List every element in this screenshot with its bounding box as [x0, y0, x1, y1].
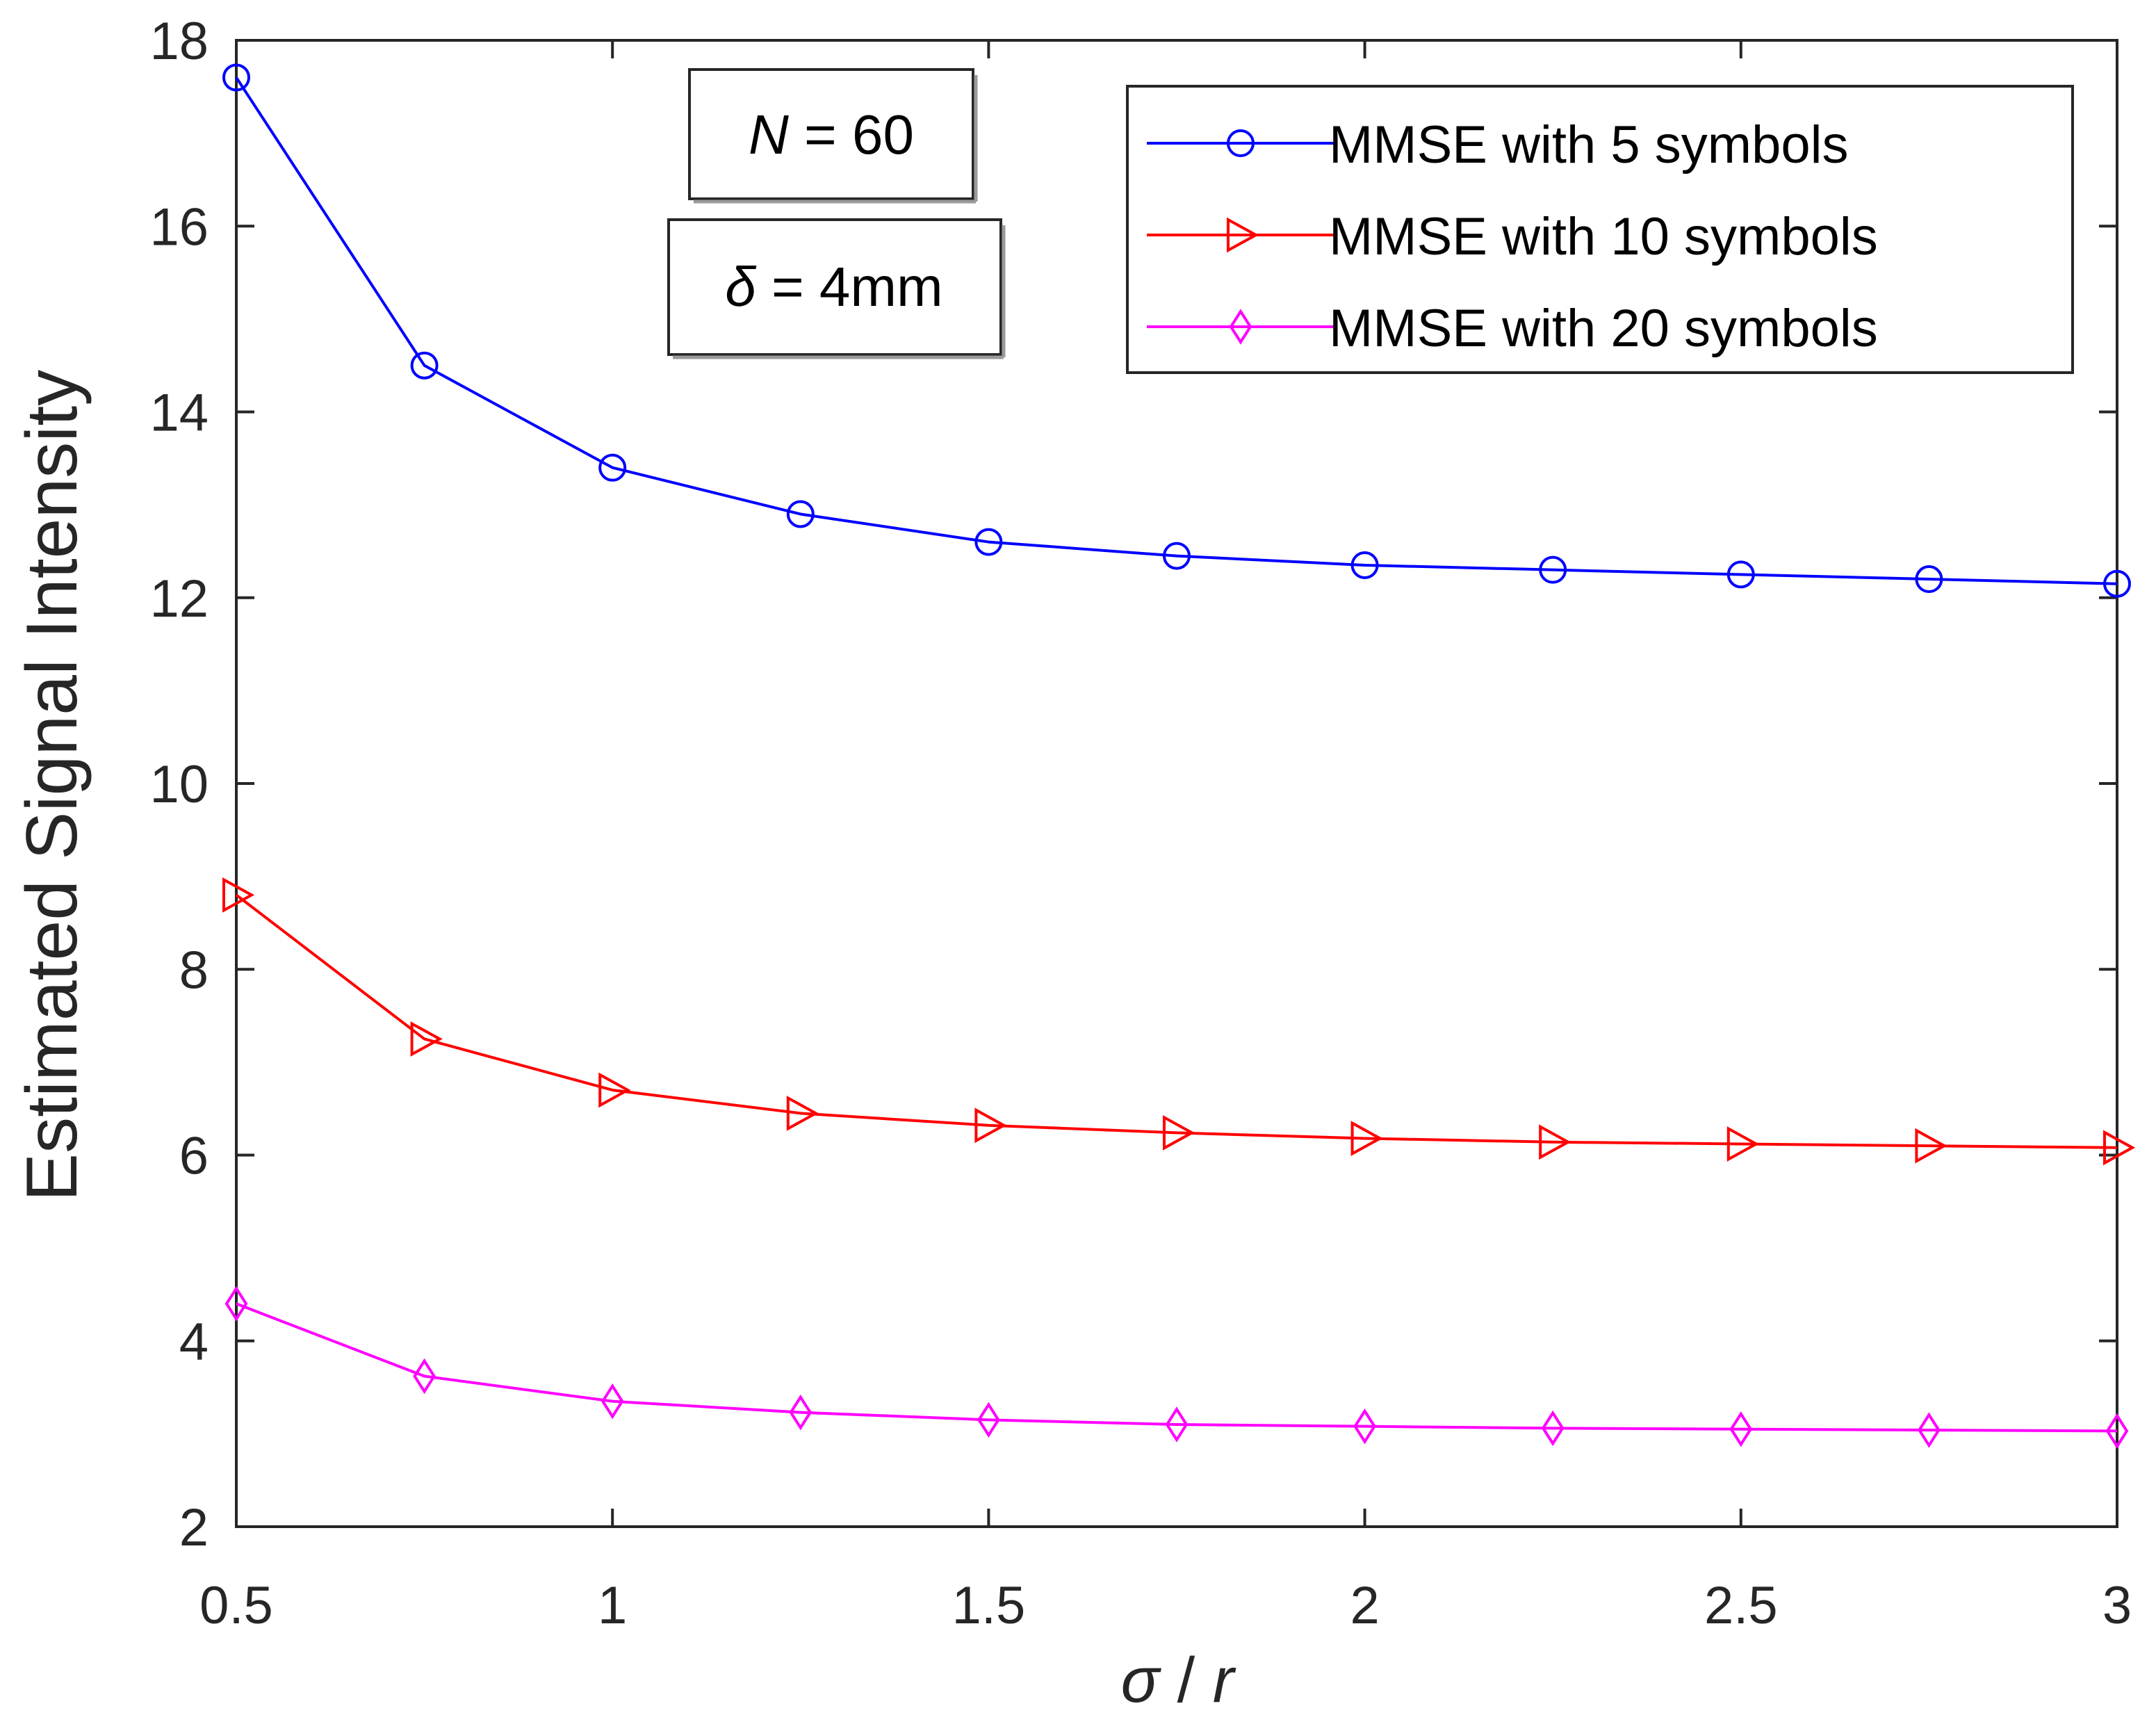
series-1-point-6: [1163, 542, 1191, 570]
annotation-delta-text: δ = 4mm: [725, 256, 942, 318]
y-tick-label-18: 18: [149, 12, 209, 71]
x-axis: 0.5 1 1.5 2 2.5 3: [199, 40, 2132, 1635]
y-axis-label: Estimated Signal Intensity: [12, 370, 92, 1202]
legend-label-3: MMSE with 20 symbols: [1329, 299, 1878, 358]
series-2-point-1: [222, 877, 255, 913]
annotation-delta: δ = 4mm: [667, 218, 1006, 359]
series-3-point-1: [224, 1285, 248, 1322]
legend-label-1: MMSE with 5 symbols: [1329, 115, 1849, 174]
series-3-point-7: [1353, 1408, 1376, 1445]
series-1-point-11: [2103, 569, 2131, 598]
x-axis-label: σ / r: [1121, 1645, 1236, 1713]
series-layer: [222, 63, 2136, 1450]
series-2-point-8: [1539, 1124, 1571, 1160]
annotation-delta-symbol: δ: [725, 256, 757, 318]
series-2-point-4: [786, 1095, 819, 1131]
x-axis-label-separator: /: [1159, 1645, 1213, 1713]
annotation-n-box: [688, 68, 974, 200]
y-tick-label-14: 14: [149, 384, 209, 443]
annotation-n: N = 60: [688, 68, 978, 204]
y-tick-label-4: 4: [179, 1313, 209, 1372]
series-2-point-11: [2103, 1130, 2136, 1166]
y-axis: 2 4 6 8 10 12 14 16 18: [149, 12, 2117, 1557]
y-tick-label-16: 16: [149, 197, 209, 257]
legend-entry-2: MMSE with 10 symbols: [1147, 207, 1878, 266]
legend-marker-1: [1227, 129, 1255, 157]
x-tick-label-2: 2: [1350, 1576, 1379, 1635]
x-tick-label-0-5: 0.5: [199, 1576, 273, 1635]
y-tick-label-10: 10: [149, 755, 209, 814]
series-3-point-3: [601, 1383, 624, 1420]
series-1: [222, 63, 2131, 598]
x-axis-label-r: r: [1213, 1645, 1236, 1713]
series-3-point-4: [789, 1394, 812, 1431]
series-1-point-3: [598, 453, 627, 482]
series-2-line: [235, 893, 2118, 1149]
series-3-point-6: [1165, 1406, 1189, 1443]
series-1-point-10: [1915, 565, 1943, 594]
annotation-delta-box: [667, 218, 1002, 356]
x-axis-label-sigma: σ: [1121, 1645, 1162, 1713]
series-1-point-1: [222, 63, 250, 92]
series-3-point-8: [1541, 1410, 1565, 1447]
y-tick-label-12: 12: [149, 569, 209, 628]
legend-entry-1: MMSE with 5 symbols: [1147, 115, 1849, 174]
legend-label-2: MMSE with 10 symbols: [1329, 207, 1878, 266]
x-tick-label-2-5: 2.5: [1704, 1576, 1778, 1635]
series-1-point-9: [1726, 560, 1755, 589]
series-1-line: [235, 76, 2118, 585]
x-tick-label-1-5: 1.5: [952, 1576, 1026, 1635]
series-2-point-3: [598, 1072, 631, 1108]
series-2-point-5: [974, 1107, 1007, 1144]
series-3: [224, 1285, 2129, 1450]
series-1-point-4: [786, 500, 815, 528]
y-tick-label-8: 8: [179, 941, 209, 1000]
series-1-point-5: [974, 528, 1003, 556]
series-2-point-7: [1350, 1121, 1383, 1156]
series-1-point-2: [410, 351, 439, 380]
series-1-point-7: [1350, 551, 1379, 579]
series-2: [222, 877, 2136, 1166]
legend-marker-3: [1229, 309, 1252, 345]
series-2-point-6: [1163, 1115, 1195, 1151]
legend-marker-2: [1227, 217, 1259, 253]
annotation-n-symbol: N: [749, 104, 789, 165]
series-3-point-5: [977, 1402, 1000, 1438]
legend: MMSE with 5 symbols MMSE with 10 symbols M…: [1126, 85, 2074, 374]
legend-box: [1126, 85, 2074, 374]
annotation-n-text: N = 60: [749, 104, 914, 165]
series-2-point-2: [410, 1021, 443, 1057]
legend-entry-3: MMSE with 20 symbols: [1147, 299, 1878, 358]
annotation-delta-value: = 4mm: [756, 256, 943, 318]
x-tick-label-1: 1: [598, 1576, 627, 1635]
series-3-point-2: [413, 1358, 436, 1395]
series-2-point-10: [1915, 1128, 1947, 1164]
y-tick-label-6: 6: [179, 1127, 209, 1186]
series-3-point-10: [1918, 1412, 1941, 1448]
x-tick-label-3: 3: [2102, 1576, 2132, 1635]
y-tick-label-2: 2: [179, 1498, 209, 1557]
series-3-line: [236, 1302, 2118, 1433]
series-3-point-11: [2105, 1413, 2129, 1450]
annotation-n-value: = 60: [789, 104, 914, 165]
series-1-point-8: [1539, 555, 1567, 584]
series-2-point-9: [1726, 1126, 1759, 1162]
series-3-point-9: [1729, 1411, 1753, 1447]
